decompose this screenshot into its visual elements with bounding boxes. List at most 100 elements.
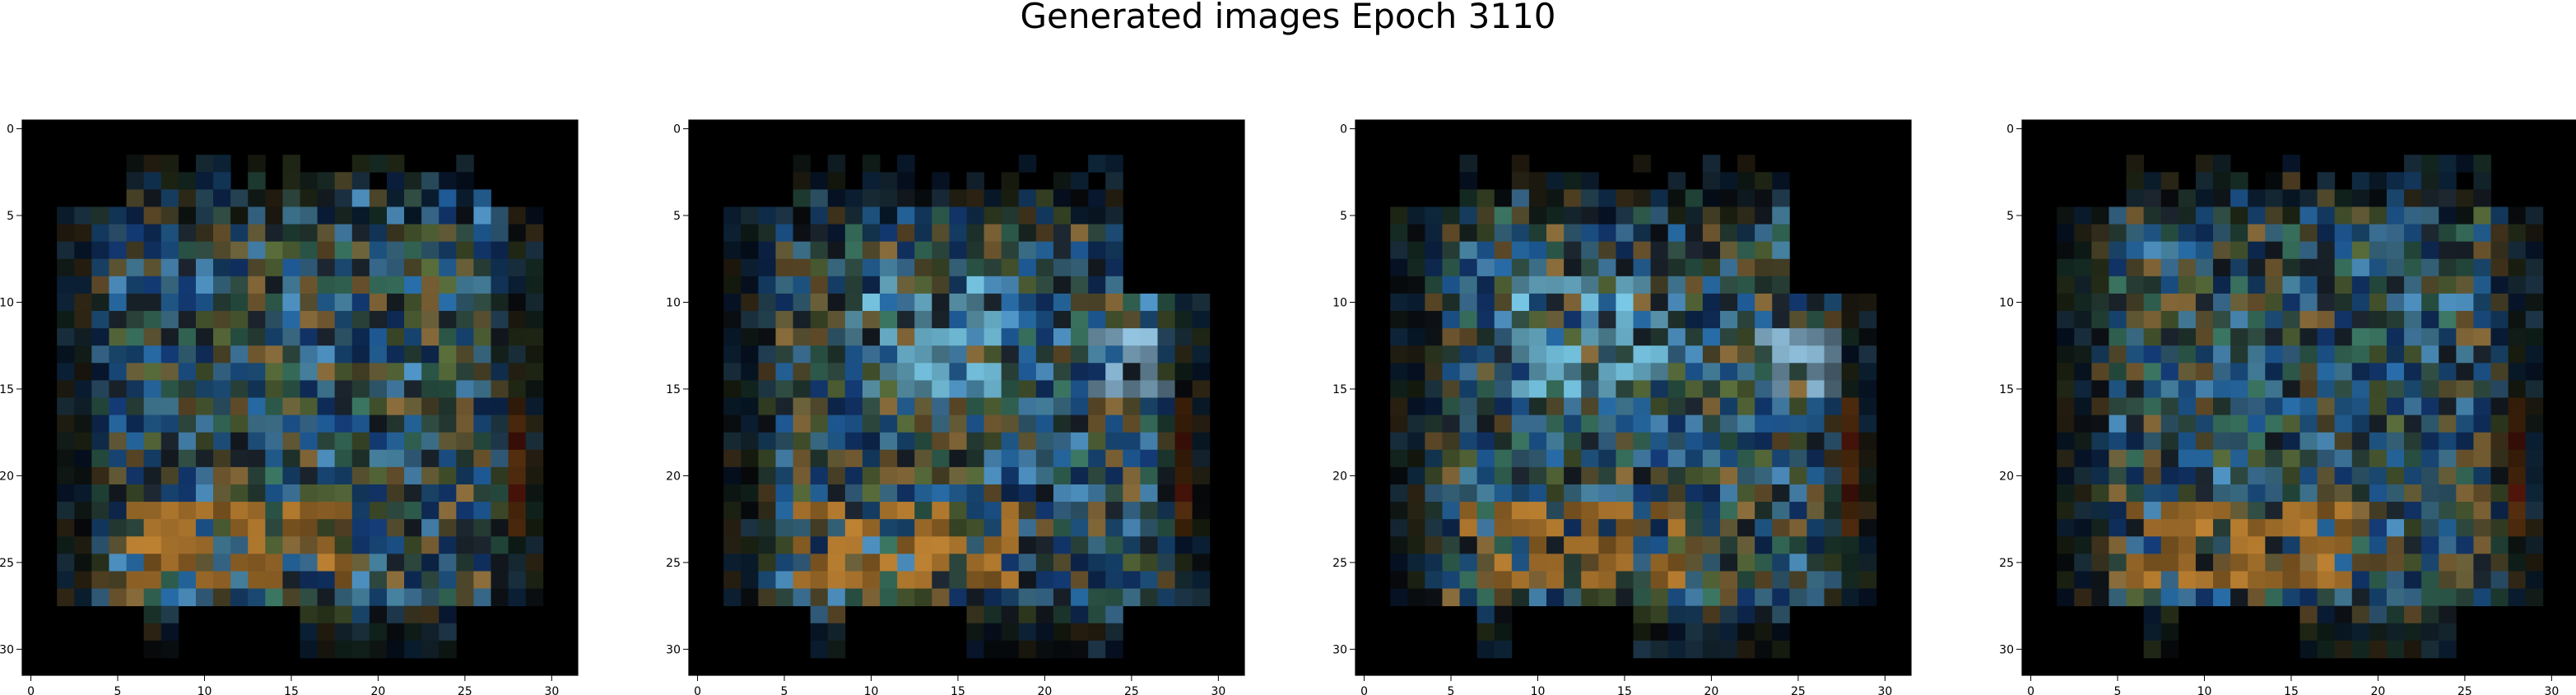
- pixel: [334, 397, 353, 415]
- pixel: [723, 293, 742, 312]
- pixel: [230, 554, 249, 572]
- pixel: [74, 536, 92, 554]
- pixel: [1702, 345, 1721, 364]
- pixel: [1105, 640, 1123, 659]
- pixel: [2351, 449, 2370, 468]
- pixel: [2386, 276, 2405, 294]
- pixel: [91, 415, 109, 433]
- pixel: [491, 345, 509, 364]
- pixel: [1088, 554, 1106, 572]
- pixel: [827, 363, 846, 381]
- pixel: [2351, 640, 2370, 659]
- pixel: [966, 554, 984, 572]
- pixel: [758, 588, 776, 607]
- pixel: [2109, 363, 2127, 381]
- pixel: [1841, 554, 1860, 572]
- pixel: [230, 519, 249, 537]
- pixel: [1425, 328, 1443, 346]
- pixel: [109, 311, 127, 329]
- pixel: [966, 536, 984, 554]
- pixel: [2230, 224, 2248, 243]
- pixel: [2143, 172, 2162, 190]
- pixel: [1123, 502, 1141, 520]
- pixel: [723, 224, 742, 243]
- pixel: [1564, 397, 1582, 415]
- pixel: [932, 328, 950, 346]
- pixel: [2074, 363, 2092, 381]
- pixel: [1123, 519, 1141, 537]
- pixel: [862, 172, 881, 190]
- pixel: [1459, 415, 1478, 433]
- pixel: [300, 571, 318, 589]
- pixel: [2369, 363, 2388, 381]
- pixel: [2386, 502, 2405, 520]
- pixel: [1581, 397, 1599, 415]
- pixel: [1598, 588, 1616, 607]
- x-tick-label: 0: [694, 685, 701, 695]
- pixel: [966, 363, 984, 381]
- pixel: [404, 276, 422, 294]
- pixel: [2160, 554, 2179, 572]
- pixel: [1528, 484, 1547, 503]
- pixel: [1564, 571, 1582, 589]
- pixel: [2230, 241, 2248, 260]
- pixel: [1719, 328, 1738, 346]
- pixel: [1476, 432, 1495, 451]
- pixel: [1053, 432, 1072, 451]
- pixel: [1806, 519, 1825, 537]
- pixel: [1650, 206, 1669, 225]
- pixel: [1001, 536, 1020, 554]
- pixel: [160, 484, 179, 503]
- pixel: [2109, 415, 2127, 433]
- pixel: [2456, 571, 2474, 589]
- pixel: [2317, 189, 2336, 207]
- pixel: [2299, 588, 2318, 607]
- pixel: [983, 484, 1002, 503]
- image-pixels: [2057, 155, 2544, 659]
- pixel: [844, 432, 863, 451]
- pixel: [1511, 415, 1530, 433]
- pixel: [2178, 258, 2197, 277]
- pixel: [1841, 293, 1860, 312]
- pixel: [456, 311, 474, 329]
- pixel: [525, 328, 544, 346]
- pixel: [491, 293, 509, 312]
- pixel: [2439, 519, 2457, 537]
- pixel: [2404, 640, 2422, 659]
- pixel: [1702, 155, 1721, 173]
- pixel: [2508, 588, 2527, 607]
- pixel: [2109, 536, 2127, 554]
- pixel: [1053, 258, 1072, 277]
- pixel: [1598, 571, 1616, 589]
- pixel: [126, 397, 145, 415]
- pixel: [1476, 380, 1495, 398]
- pixel: [2525, 466, 2544, 485]
- pixel: [932, 432, 950, 451]
- pixel: [2404, 311, 2422, 329]
- pixel: [525, 432, 544, 451]
- pixel: [2143, 502, 2162, 520]
- pixel: [1667, 241, 1686, 260]
- pixel: [2143, 605, 2162, 624]
- pixel: [775, 571, 793, 589]
- pixel: [2317, 536, 2336, 554]
- pixel: [1053, 502, 1072, 520]
- pixel: [265, 345, 283, 364]
- pixel: [2299, 189, 2318, 207]
- pixel: [1806, 293, 1825, 312]
- pixel: [473, 502, 491, 520]
- pixel: [2508, 415, 2527, 433]
- pixel: [2178, 241, 2197, 260]
- pixel: [2473, 502, 2491, 520]
- pixel: [456, 276, 474, 294]
- pixel: [1390, 380, 1408, 398]
- pixel: [1858, 432, 1877, 451]
- pixel: [491, 484, 509, 503]
- pixel: [248, 415, 266, 433]
- pixel: [282, 415, 300, 433]
- pixel: [1633, 293, 1651, 312]
- pixel: [178, 432, 197, 451]
- pixel: [351, 380, 370, 398]
- pixel: [1407, 536, 1425, 554]
- pixel: [949, 206, 967, 225]
